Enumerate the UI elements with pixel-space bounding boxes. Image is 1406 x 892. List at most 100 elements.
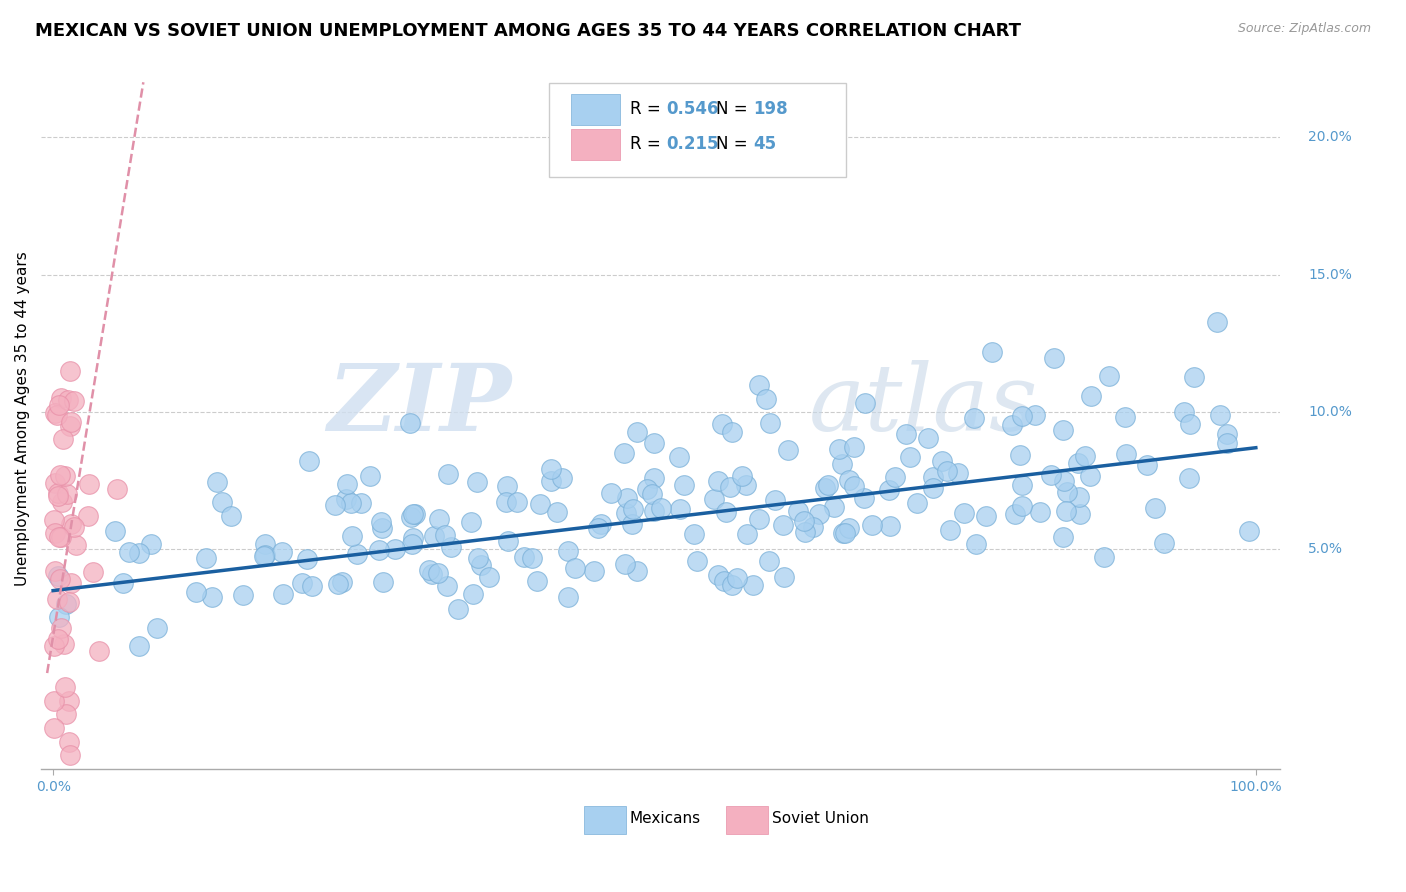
Point [58,595,80,609]
Point [917,431,939,445]
Point [77,477,100,491]
Point [1010,449,1032,463]
Text: ZIP: ZIP [328,359,512,450]
Point [965,537,987,551]
Point [1237,524,1260,538]
Point [55,486,77,500]
Point [801,519,824,533]
Point [326,577,349,591]
Text: Source: ZipAtlas.com: Source: ZipAtlas.com [1237,22,1371,36]
Point [613,557,636,571]
Point [495,495,517,509]
Point [467,550,489,565]
Point [1216,426,1239,441]
Point [1011,477,1033,491]
Point [418,563,440,577]
Point [721,425,744,439]
Point [583,564,606,578]
Point [295,552,318,566]
Point [128,546,150,560]
Point [1028,505,1050,519]
Point [1074,450,1097,464]
Point [838,520,860,534]
Point [641,487,664,501]
Text: Mexicans: Mexicans [630,811,700,826]
Text: 45: 45 [754,136,776,153]
Point [48,530,70,544]
Point [1043,351,1066,365]
Point [1136,458,1159,473]
Point [53,637,76,651]
Point [44,564,66,578]
Text: 20.0%: 20.0% [1309,130,1353,145]
Point [557,590,579,604]
Point [711,417,734,431]
Point [460,515,482,529]
Point [52,432,75,446]
Point [643,504,665,518]
Point [718,480,741,494]
Point [58,693,80,707]
Text: N =: N = [716,136,754,153]
Point [838,473,860,487]
FancyBboxPatch shape [571,128,620,160]
Text: Soviet Union: Soviet Union [772,811,869,826]
Point [614,506,637,520]
Point [1011,409,1033,423]
Point [59,364,82,378]
Point [636,482,658,496]
Text: R =: R = [630,136,665,153]
Point [477,570,499,584]
Point [643,471,665,485]
Text: 198: 198 [754,100,787,118]
Point [550,471,572,485]
Point [439,540,461,554]
Point [65,538,87,552]
Text: 5.0%: 5.0% [1309,542,1343,557]
Point [301,579,323,593]
Point [831,457,853,471]
Point [1054,503,1077,517]
Point [1004,507,1026,521]
Point [436,467,458,481]
Point [763,493,786,508]
Point [103,524,125,538]
Point [325,499,347,513]
Point [714,505,737,519]
Point [540,475,562,489]
Text: 0.215: 0.215 [666,136,720,153]
Point [427,566,450,580]
Point [53,680,76,694]
Point [496,534,519,549]
Point [1092,549,1115,564]
Point [860,517,883,532]
Point [1180,417,1202,431]
Point [63,393,86,408]
Point [948,466,970,480]
Point [626,564,648,578]
Point [465,475,488,490]
Point [112,576,135,591]
Point [703,492,725,507]
Point [896,427,918,442]
Point [59,748,82,763]
Point [59,418,82,433]
Point [384,541,406,556]
Point [76,508,98,523]
Text: MEXICAN VS SOVIET UNION UNEMPLOYMENT AMONG AGES 35 TO 44 YEARS CORRELATION CHART: MEXICAN VS SOVIET UNION UNEMPLOYMENT AMO… [35,22,1021,40]
Point [211,495,233,509]
Point [931,453,953,467]
Point [349,496,371,510]
Point [370,516,392,530]
Point [44,693,66,707]
Point [49,621,72,635]
Point [735,526,758,541]
Point [513,550,536,565]
Point [1056,485,1078,500]
Point [44,406,66,420]
Point [1114,409,1136,424]
Point [844,479,866,493]
Point [1216,435,1239,450]
Point [1052,530,1074,544]
Point [141,537,163,551]
